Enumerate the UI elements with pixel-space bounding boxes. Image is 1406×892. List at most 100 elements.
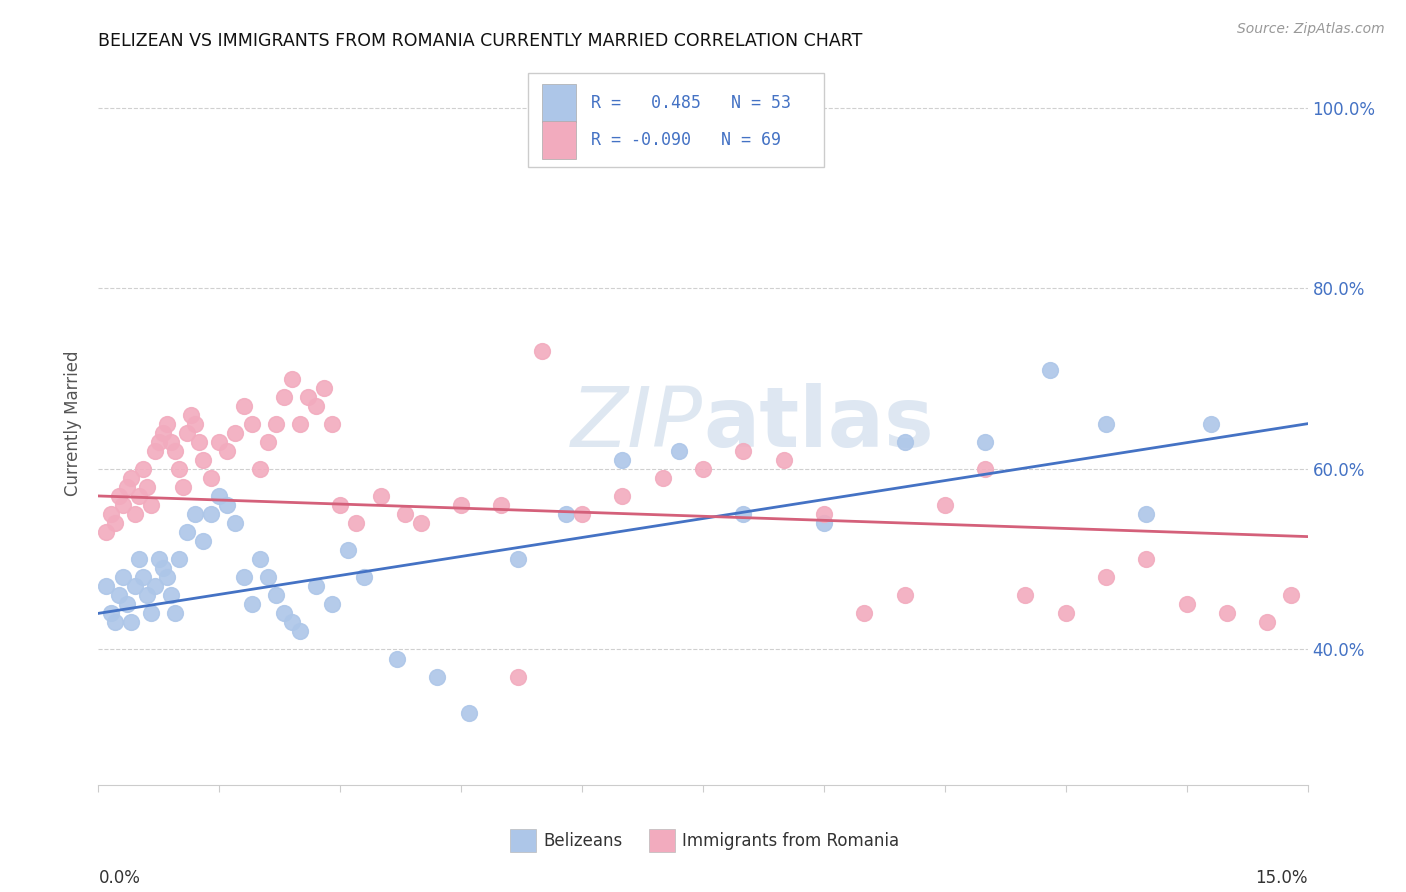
Point (1095, 570, 1118, 584)
Point (103, 615, 125, 630)
Point (344, 516, 367, 530)
Point (100, 607, 122, 621)
Point (200, 507, 222, 521)
Point (813, 507, 835, 521)
Point (208, 434, 231, 449)
Point (115, 480, 138, 494)
Text: Immigrants from Romania: Immigrants from Romania (682, 831, 900, 849)
Point (530, 344, 553, 359)
Point (329, 498, 352, 512)
Point (353, 570, 375, 584)
Point (156, 417, 179, 431)
Point (1135, 552, 1157, 566)
Point (200, 471, 222, 485)
Point (571, 507, 593, 521)
Point (458, 706, 481, 720)
Point (124, 507, 146, 521)
Point (176, 425, 198, 440)
Point (1054, 607, 1077, 621)
Point (224, 516, 246, 530)
Point (337, 543, 360, 558)
Point (491, 498, 513, 512)
Point (1256, 615, 1278, 630)
Point (813, 516, 835, 530)
Point (974, 434, 997, 449)
Point (264, 588, 287, 602)
Point (1175, 598, 1198, 612)
Point (288, 417, 311, 431)
Point (111, 498, 134, 512)
Point (668, 443, 690, 458)
Text: 15.0%: 15.0% (1256, 870, 1308, 888)
Point (305, 399, 328, 413)
Point (184, 507, 207, 521)
Point (217, 443, 239, 458)
Point (160, 588, 183, 602)
Point (188, 434, 211, 449)
FancyBboxPatch shape (509, 829, 536, 852)
Text: ZIP: ZIP (571, 384, 703, 464)
Point (409, 516, 432, 530)
Point (107, 588, 129, 602)
Point (256, 434, 278, 449)
Point (148, 434, 170, 449)
Text: R =   0.485   N = 53: R = 0.485 N = 53 (591, 94, 790, 112)
Point (172, 480, 194, 494)
Point (394, 507, 416, 521)
Point (612, 453, 634, 467)
Point (160, 434, 183, 449)
Point (135, 480, 157, 494)
Point (135, 588, 157, 602)
Point (555, 507, 578, 521)
Point (385, 651, 408, 665)
Text: atlas: atlas (703, 384, 934, 464)
Point (217, 498, 239, 512)
Point (120, 615, 142, 630)
FancyBboxPatch shape (543, 121, 576, 159)
Point (450, 498, 472, 512)
Point (148, 552, 170, 566)
Point (256, 570, 278, 584)
Point (139, 498, 162, 512)
Point (193, 534, 215, 549)
Point (651, 471, 673, 485)
Point (893, 588, 915, 602)
Point (107, 489, 129, 503)
Point (1281, 588, 1303, 602)
Point (232, 570, 254, 584)
Point (167, 552, 190, 566)
Point (772, 453, 794, 467)
Point (167, 462, 190, 476)
Point (163, 607, 186, 621)
Point (1014, 588, 1036, 602)
Point (124, 579, 146, 593)
Point (193, 453, 215, 467)
Point (1039, 362, 1062, 376)
Text: R = -0.090   N = 69: R = -0.090 N = 69 (591, 131, 780, 149)
Point (128, 552, 150, 566)
Point (163, 443, 186, 458)
FancyBboxPatch shape (648, 829, 675, 852)
Point (297, 390, 319, 404)
Point (853, 607, 876, 621)
Point (273, 390, 295, 404)
Point (506, 669, 529, 683)
Y-axis label: Currently Married: Currently Married (65, 351, 83, 497)
Point (132, 570, 155, 584)
Point (733, 443, 755, 458)
Point (321, 598, 343, 612)
Point (156, 570, 179, 584)
Point (426, 669, 449, 683)
Point (111, 570, 134, 584)
FancyBboxPatch shape (527, 73, 824, 167)
Point (1199, 417, 1222, 431)
FancyBboxPatch shape (543, 84, 576, 121)
Point (692, 462, 714, 476)
Point (281, 371, 304, 385)
Text: BELIZEAN VS IMMIGRANTS FROM ROMANIA CURRENTLY MARRIED CORRELATION CHART: BELIZEAN VS IMMIGRANTS FROM ROMANIA CURR… (98, 32, 863, 50)
Point (264, 417, 287, 431)
Point (139, 607, 162, 621)
Point (132, 462, 155, 476)
Point (143, 443, 166, 458)
Point (240, 417, 263, 431)
